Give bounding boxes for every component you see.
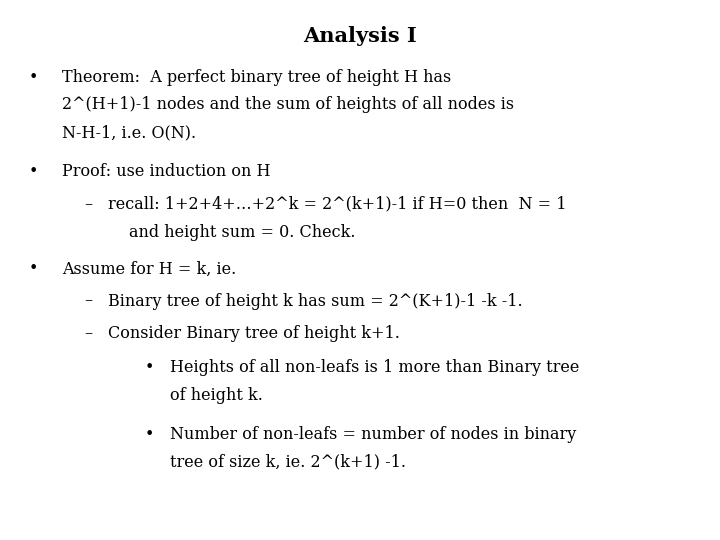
Text: tree of size k, ie. 2^(k+1) -1.: tree of size k, ie. 2^(k+1) -1. <box>170 454 406 471</box>
Text: Number of non-leafs = number of nodes in binary: Number of non-leafs = number of nodes in… <box>170 426 576 443</box>
Text: –: – <box>84 293 92 309</box>
Text: Analysis I: Analysis I <box>303 25 417 45</box>
Text: Binary tree of height k has sum = 2^(K+1)-1 -k -1.: Binary tree of height k has sum = 2^(K+1… <box>107 293 522 309</box>
Text: –: – <box>84 325 92 342</box>
Text: and height sum = 0. Check.: and height sum = 0. Check. <box>129 224 356 241</box>
Text: Proof: use induction on H: Proof: use induction on H <box>63 163 271 180</box>
Text: •: • <box>145 359 154 376</box>
Text: –: – <box>84 196 92 213</box>
Text: 2^(H+1)-1 nodes and the sum of heights of all nodes is: 2^(H+1)-1 nodes and the sum of heights o… <box>63 97 515 113</box>
Text: Theorem:  A perfect binary tree of height H has: Theorem: A perfect binary tree of height… <box>63 69 451 85</box>
Text: N-H-1, i.e. O(N).: N-H-1, i.e. O(N). <box>63 124 197 141</box>
Text: Assume for H = k, ie.: Assume for H = k, ie. <box>63 260 237 278</box>
Text: •: • <box>145 426 154 443</box>
Text: Consider Binary tree of height k+1.: Consider Binary tree of height k+1. <box>107 325 400 342</box>
Text: •: • <box>29 260 38 278</box>
Text: •: • <box>29 69 38 85</box>
Text: •: • <box>29 163 38 180</box>
Text: recall: 1+2+4+…+2^k = 2^(k+1)-1 if H=0 then  N = 1: recall: 1+2+4+…+2^k = 2^(k+1)-1 if H=0 t… <box>107 196 566 213</box>
Text: Heights of all non-leafs is 1 more than Binary tree: Heights of all non-leafs is 1 more than … <box>170 359 580 376</box>
Text: of height k.: of height k. <box>170 387 263 403</box>
